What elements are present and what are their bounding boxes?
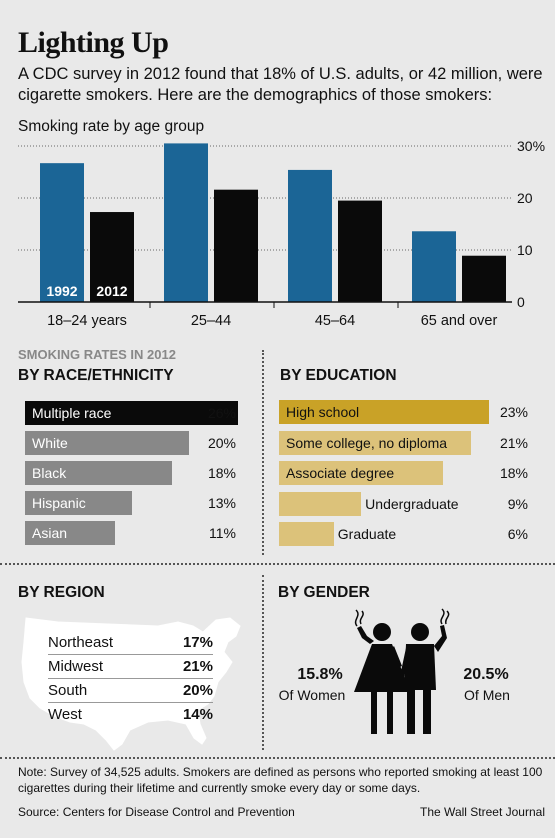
women-label: Of Women xyxy=(278,687,346,703)
bar-2012 xyxy=(338,200,382,302)
y-tick-label: 0 xyxy=(517,294,525,310)
race-bar-label: White xyxy=(32,435,68,451)
y-tick-label: 20 xyxy=(517,190,533,206)
legend-label-1992: 1992 xyxy=(46,283,77,299)
bar-2012 xyxy=(90,212,134,302)
region-divider-2 xyxy=(48,678,213,679)
race-value-label: 18% xyxy=(207,465,236,481)
race-value-label: 11% xyxy=(209,525,236,541)
source-line: Source: Centers for Disease Control and … xyxy=(18,805,295,819)
age-chart-title: Smoking rate by age group xyxy=(18,118,205,135)
race-bar xyxy=(25,521,116,545)
region-row-west: West 14% xyxy=(48,706,213,723)
education-bar-label: Associate degree xyxy=(286,465,395,481)
race-bar xyxy=(25,401,238,425)
x-category-label: 65 and over xyxy=(421,313,498,329)
woman-smoking-icon xyxy=(354,609,410,734)
education-bar-label: Some college, no diploma xyxy=(286,434,448,451)
legend-label-2012: 2012 xyxy=(96,283,127,299)
education-value-label: 9% xyxy=(507,495,528,512)
education-bar xyxy=(279,430,471,455)
men-label: Of Men xyxy=(464,687,510,703)
women-percent: 15.8% xyxy=(297,666,343,683)
region-header: BY REGION xyxy=(18,584,105,601)
race-bar xyxy=(25,461,173,485)
us-map-icon xyxy=(21,617,241,751)
race-bar-label: Hispanic xyxy=(32,495,86,511)
region-divider-1 xyxy=(48,654,213,655)
region-divider-3 xyxy=(48,702,213,703)
divider-vertical-bottom xyxy=(262,575,264,750)
education-value-label: 6% xyxy=(507,526,528,542)
divider-horizontal-bottom xyxy=(0,757,555,759)
education-bar xyxy=(279,461,444,485)
race-bar xyxy=(25,491,132,515)
bar-1992 xyxy=(40,163,84,302)
x-category-label: 45–64 xyxy=(315,313,355,329)
region-row-midwest: Midwest 21% xyxy=(48,658,213,675)
bar-1992 xyxy=(164,143,208,302)
education-bar xyxy=(279,400,489,424)
man-smoking-icon xyxy=(400,608,450,734)
intro-text: A CDC survey in 2012 found that 18% of U… xyxy=(18,65,543,104)
region-row-south: South 20% xyxy=(48,682,213,699)
education-value-label: 21% xyxy=(499,434,528,451)
divider-horizontal-middle xyxy=(0,563,555,565)
men-percent: 20.5% xyxy=(463,666,509,683)
education-bar xyxy=(279,491,362,516)
x-category-label: 25–44 xyxy=(191,313,231,329)
race-bar-label: Black xyxy=(32,465,67,481)
race-bar-label: Asian xyxy=(32,525,68,541)
education-value-label: 18% xyxy=(499,465,528,481)
race-bar xyxy=(25,431,189,455)
education-bar-label: Graduate xyxy=(337,526,397,542)
region-row-northeast: Northeast 17% xyxy=(48,634,213,651)
education-bar-label: High school xyxy=(286,404,360,420)
race-bar-label: Multiple race xyxy=(32,405,112,421)
section-kicker: SMOKING RATES IN 2012 xyxy=(18,347,176,362)
page-title: Lighting Up xyxy=(18,26,169,59)
education-bar xyxy=(279,522,334,546)
bar-1992 xyxy=(288,169,332,302)
education-bar-label: Undergraduate xyxy=(365,495,459,512)
gender-header: BY GENDER xyxy=(278,584,370,601)
divider-vertical-top xyxy=(262,350,264,555)
credit-line: The Wall Street Journal xyxy=(420,805,545,819)
age-bar-chart: 0 10 20 30% 18–24 years 25–44 45–64 65 and over… xyxy=(18,138,545,329)
education-value-label: 23% xyxy=(499,404,528,420)
footnote: Note: Survey of 34,525 adults. Smokers a… xyxy=(18,765,543,795)
education-header: BY EDUCATION xyxy=(280,367,397,384)
y-tick-label: 30% xyxy=(517,138,545,154)
race-value-label: 20% xyxy=(207,435,236,451)
race-header: BY RACE/ETHNICITY xyxy=(18,367,174,384)
bar-2012 xyxy=(214,189,258,302)
y-tick-label: 10 xyxy=(517,242,533,258)
bar-2012 xyxy=(462,255,506,302)
bar-1992 xyxy=(412,231,456,302)
x-category-label: 18–24 years xyxy=(47,313,127,329)
race-value-label: 13% xyxy=(207,495,236,511)
race-value-label: 26% xyxy=(207,405,236,421)
